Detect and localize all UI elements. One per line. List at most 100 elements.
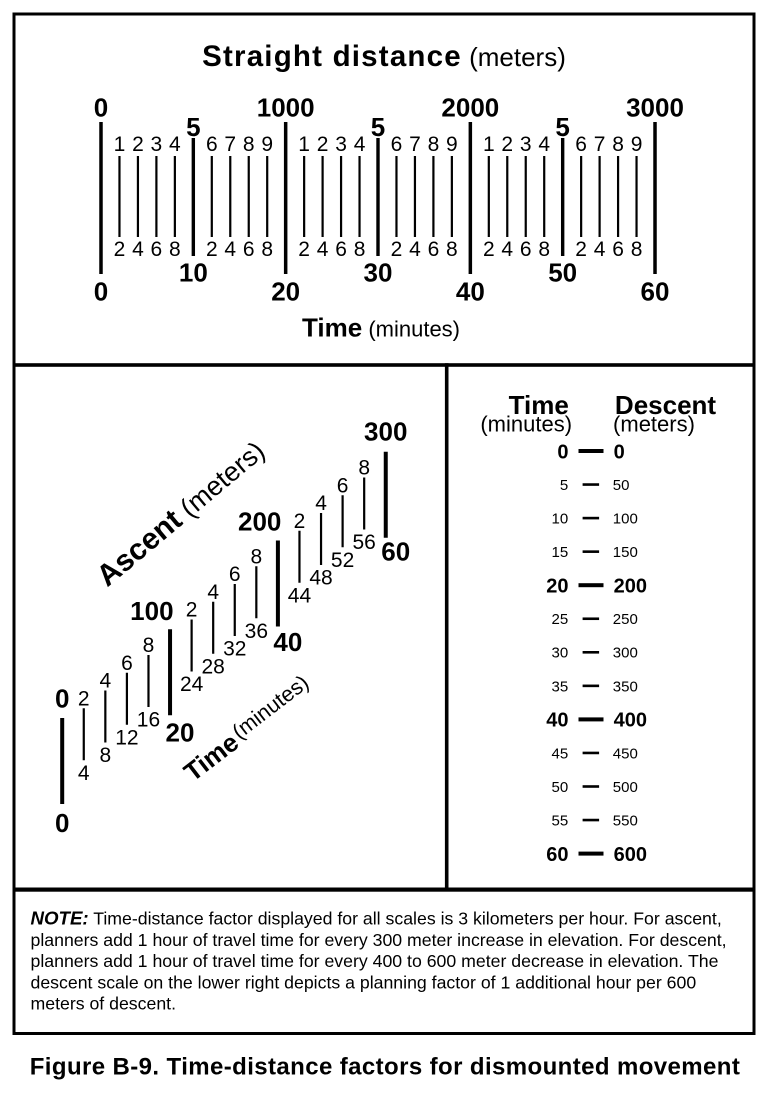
svg-text:2: 2 — [132, 133, 144, 156]
svg-text:2: 2 — [317, 133, 329, 156]
svg-text:1000: 1000 — [257, 93, 315, 123]
svg-text:3: 3 — [335, 133, 347, 156]
svg-text:50: 50 — [552, 779, 569, 796]
svg-text:3: 3 — [520, 133, 532, 156]
svg-text:6: 6 — [575, 133, 587, 156]
svg-text:4: 4 — [315, 492, 327, 515]
svg-text:15: 15 — [552, 544, 569, 561]
svg-text:9: 9 — [631, 133, 643, 156]
svg-text:2: 2 — [391, 238, 403, 261]
svg-text:0: 0 — [557, 441, 568, 463]
svg-text:2: 2 — [78, 687, 90, 710]
svg-text:0: 0 — [55, 808, 69, 838]
svg-text:4: 4 — [132, 238, 144, 261]
svg-text:52: 52 — [331, 549, 354, 572]
svg-text:100: 100 — [130, 596, 173, 626]
svg-text:2000: 2000 — [441, 93, 499, 123]
svg-text:600: 600 — [614, 844, 647, 866]
svg-text:planners add 1 hour of travel: planners add 1 hour of travel time for e… — [31, 951, 719, 971]
svg-text:32: 32 — [223, 638, 246, 661]
svg-text:Straight distance (meters): Straight distance (meters) — [202, 40, 566, 73]
svg-text:1: 1 — [114, 133, 126, 156]
svg-text:4: 4 — [99, 670, 111, 693]
svg-text:2: 2 — [114, 238, 126, 261]
svg-text:40: 40 — [273, 627, 302, 657]
svg-text:100: 100 — [613, 511, 638, 528]
svg-text:4: 4 — [501, 238, 513, 261]
svg-text:4: 4 — [207, 581, 219, 604]
svg-text:300: 300 — [613, 645, 638, 662]
svg-text:5: 5 — [560, 477, 568, 494]
svg-text:400: 400 — [614, 710, 647, 732]
svg-text:6: 6 — [335, 238, 347, 261]
svg-text:5: 5 — [555, 112, 569, 142]
svg-text:6: 6 — [121, 652, 133, 675]
svg-text:60: 60 — [381, 537, 410, 567]
svg-text:550: 550 — [613, 812, 638, 829]
svg-text:20: 20 — [166, 717, 195, 747]
svg-text:0: 0 — [55, 684, 69, 714]
svg-text:(meters): (meters) — [613, 412, 695, 437]
svg-text:0: 0 — [94, 93, 108, 123]
svg-text:6: 6 — [206, 133, 218, 156]
svg-text:7: 7 — [409, 133, 421, 156]
svg-text:4: 4 — [78, 762, 90, 785]
svg-text:2: 2 — [294, 510, 306, 533]
svg-text:25: 25 — [552, 611, 569, 628]
svg-text:Time: Time — [509, 390, 569, 420]
svg-text:8: 8 — [358, 457, 370, 480]
svg-text:35: 35 — [552, 678, 569, 695]
svg-text:NOTE: Time-distance factor dis: NOTE: Time-distance factor displayed for… — [31, 908, 722, 929]
svg-text:10: 10 — [552, 511, 569, 528]
svg-text:8: 8 — [261, 238, 273, 261]
svg-text:20: 20 — [271, 277, 300, 307]
svg-text:6: 6 — [612, 238, 624, 261]
svg-text:2: 2 — [186, 599, 198, 622]
svg-text:12: 12 — [115, 726, 138, 749]
svg-text:30: 30 — [364, 258, 393, 288]
svg-text:8: 8 — [631, 238, 643, 261]
svg-text:0: 0 — [94, 277, 108, 307]
svg-text:8: 8 — [99, 744, 111, 767]
svg-text:8: 8 — [169, 238, 181, 261]
svg-text:8: 8 — [612, 133, 624, 156]
svg-text:3000: 3000 — [626, 93, 684, 123]
svg-text:6: 6 — [520, 238, 532, 261]
svg-text:56: 56 — [353, 531, 376, 554]
svg-text:8: 8 — [250, 545, 262, 568]
svg-text:Figure B-9. Time-distance fact: Figure B-9. Time-distance factors for di… — [30, 1054, 740, 1081]
svg-text:350: 350 — [613, 678, 638, 695]
svg-text:descent scale on the lower rig: descent scale on the lower right depicts… — [31, 972, 697, 992]
svg-text:250: 250 — [613, 611, 638, 628]
svg-text:9: 9 — [446, 133, 458, 156]
svg-text:50: 50 — [548, 258, 577, 288]
svg-text:6: 6 — [229, 563, 241, 586]
svg-text:150: 150 — [613, 544, 638, 561]
svg-text:2: 2 — [298, 238, 310, 261]
svg-text:Descent: Descent — [615, 390, 716, 420]
svg-text:planners add 1 hour of travel: planners add 1 hour of travel time for e… — [31, 930, 727, 950]
svg-text:60: 60 — [546, 844, 568, 866]
svg-text:Time (minutes): Time (minutes) — [302, 313, 460, 343]
svg-text:6: 6 — [243, 238, 255, 261]
svg-text:6: 6 — [151, 238, 163, 261]
svg-text:5: 5 — [186, 112, 200, 142]
svg-text:55: 55 — [552, 812, 569, 829]
svg-text:45: 45 — [552, 745, 569, 762]
svg-text:9: 9 — [261, 133, 273, 156]
svg-text:4: 4 — [538, 133, 550, 156]
svg-text:7: 7 — [594, 133, 606, 156]
svg-text:30: 30 — [552, 645, 569, 662]
svg-text:4: 4 — [594, 238, 606, 261]
svg-text:8: 8 — [428, 133, 440, 156]
svg-text:(minutes): (minutes) — [480, 412, 572, 437]
svg-text:8: 8 — [446, 238, 458, 261]
svg-text:2: 2 — [206, 238, 218, 261]
svg-text:36: 36 — [245, 620, 268, 643]
svg-text:60: 60 — [641, 277, 670, 307]
svg-text:28: 28 — [202, 655, 225, 678]
svg-text:200: 200 — [614, 576, 647, 598]
svg-text:6: 6 — [428, 238, 440, 261]
svg-text:48: 48 — [309, 567, 332, 590]
svg-text:200: 200 — [238, 506, 281, 536]
